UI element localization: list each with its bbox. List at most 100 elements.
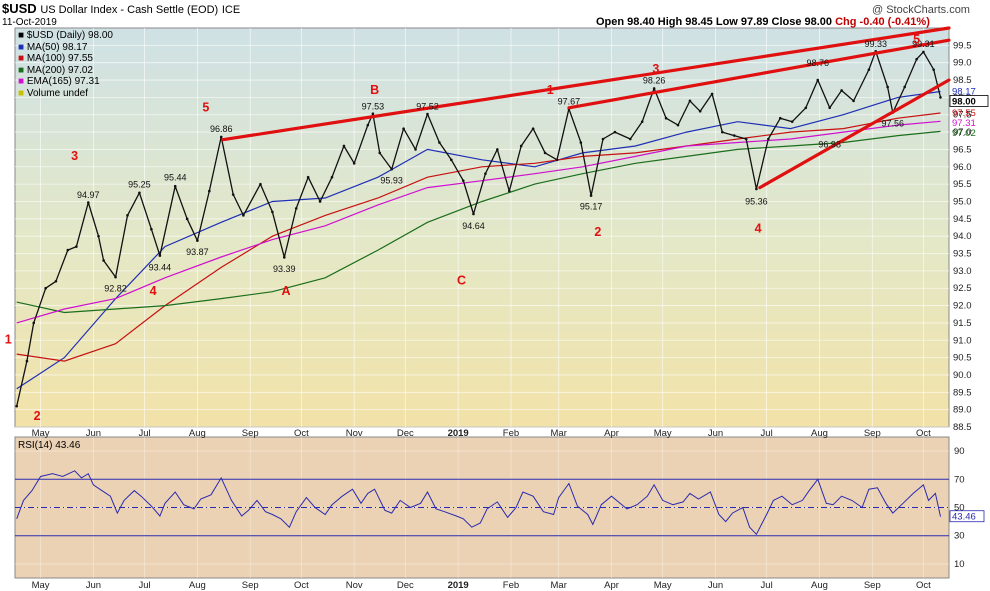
price-point bbox=[828, 106, 831, 110]
price-point bbox=[185, 217, 189, 221]
price-point bbox=[688, 99, 692, 103]
price-y-tick-label: 90.0 bbox=[953, 370, 972, 381]
trend-line bbox=[567, 38, 951, 110]
price-point bbox=[15, 404, 19, 408]
price-point bbox=[75, 245, 78, 248]
price-level-label: 95.17 bbox=[580, 202, 603, 212]
ma200-line bbox=[16, 130, 941, 314]
price-x-tick-label: May bbox=[32, 428, 50, 439]
price-point bbox=[664, 116, 668, 120]
rsi-y-tick-label: 90 bbox=[954, 446, 965, 457]
wave-count-label: 2 bbox=[594, 225, 601, 239]
price-point bbox=[922, 50, 925, 54]
legend-label: MA(100) 97.55 bbox=[26, 53, 93, 64]
price-point bbox=[767, 137, 770, 141]
price-point bbox=[484, 172, 487, 176]
legend-swatch: ■ bbox=[18, 87, 25, 99]
price-x-tick-label: Mar bbox=[551, 428, 567, 439]
price-y-tick-label: 88.5 bbox=[953, 422, 972, 433]
price-x-tick-label: Sep bbox=[242, 428, 259, 439]
legend-label: MA(200) 97.02 bbox=[26, 64, 93, 76]
wave-count-label: 1 bbox=[547, 83, 554, 97]
price-level-label: 99.33 bbox=[864, 39, 887, 49]
price-point bbox=[150, 227, 153, 231]
price-y-tick-label: 92.5 bbox=[953, 283, 972, 294]
price-x-tick-label: Jun bbox=[708, 428, 723, 439]
rsi-y-tick-label: 50 bbox=[954, 503, 965, 514]
price-x-tick-label: Jul bbox=[138, 428, 150, 439]
legend-label: Volume undef bbox=[26, 87, 88, 99]
rsi-x-tick-label: Aug bbox=[811, 580, 828, 591]
price-point bbox=[318, 200, 322, 203]
rsi-x-tick-label: Mar bbox=[551, 580, 567, 591]
price-point bbox=[915, 57, 918, 61]
price-y-tick-label: 93.0 bbox=[953, 266, 972, 277]
low-value: Low 97.89 bbox=[715, 16, 769, 28]
price-point bbox=[126, 214, 129, 217]
price-point bbox=[25, 359, 29, 363]
price-y-tick-label: 99.0 bbox=[953, 58, 972, 69]
price-point bbox=[207, 189, 211, 193]
legend-swatch: ■ bbox=[18, 53, 25, 64]
price-point bbox=[601, 137, 605, 141]
price-point bbox=[531, 127, 535, 130]
price-y-tick-label: 95.5 bbox=[953, 179, 972, 190]
price-x-tick-label: Jul bbox=[761, 428, 773, 439]
price-y-tick-label: 94.5 bbox=[953, 214, 972, 225]
price-y-tick-label: 89.0 bbox=[953, 405, 972, 416]
price-y-tick-label: 90.5 bbox=[953, 353, 972, 364]
price-point bbox=[231, 193, 235, 196]
right-value-label: 97.31 bbox=[952, 118, 976, 129]
price-point bbox=[366, 123, 370, 127]
price-x-tick-label: Aug bbox=[811, 428, 828, 439]
price-point bbox=[426, 112, 429, 116]
price-point bbox=[852, 99, 855, 103]
rsi-y-tick-label: 30 bbox=[954, 531, 965, 542]
price-x-tick-label: May bbox=[654, 428, 672, 439]
legend-item-price: ■ $USD (Daily) 98.00 bbox=[18, 30, 113, 42]
price-y-tick-label: 93.5 bbox=[953, 249, 972, 260]
price-level-label: 97.53 bbox=[362, 102, 385, 112]
price-x-tick-label: Oct bbox=[294, 428, 309, 439]
price-point bbox=[804, 106, 808, 110]
price-point bbox=[158, 254, 162, 257]
rsi-value-label: 43.46 bbox=[952, 512, 976, 523]
price-point bbox=[519, 144, 523, 148]
price-point bbox=[472, 212, 475, 216]
price-point bbox=[903, 85, 906, 89]
right-value-label: 98.17 bbox=[952, 86, 976, 97]
price-point bbox=[271, 210, 274, 214]
wave-count-label: 4 bbox=[755, 222, 762, 236]
price-y-tick-label: 95.0 bbox=[953, 196, 972, 207]
rsi-x-tick-label: Feb bbox=[503, 580, 519, 591]
price-point bbox=[102, 259, 105, 262]
trend-line bbox=[758, 78, 951, 190]
price-x-tick-label: Oct bbox=[916, 428, 931, 439]
price-y-tick-label: 98.5 bbox=[953, 75, 972, 86]
price-point bbox=[744, 137, 748, 141]
price-point bbox=[282, 256, 286, 259]
price-x-tick-label: 2019 bbox=[448, 428, 469, 439]
price-point bbox=[378, 151, 382, 155]
price-point bbox=[507, 189, 511, 193]
legend-item-ma200: ■ MA(200) 97.02 bbox=[18, 65, 113, 77]
rsi-value-box bbox=[949, 510, 985, 523]
rsi-x-tick-label: May bbox=[654, 580, 672, 591]
price-level-label: 99.31 bbox=[912, 39, 935, 49]
price-level-label: 93.44 bbox=[149, 262, 172, 272]
price-point bbox=[402, 127, 405, 130]
price-point bbox=[44, 286, 47, 290]
close-value: Close 98.00 bbox=[771, 16, 833, 28]
price-x-tick-label: Aug bbox=[189, 428, 206, 439]
right-value-label: 98.00 bbox=[952, 96, 976, 107]
wave-count-label: 3 bbox=[71, 149, 78, 163]
legend-label: EMA(165) 97.31 bbox=[26, 76, 100, 87]
price-point bbox=[138, 191, 141, 195]
wave-count-label: 4 bbox=[150, 284, 157, 298]
price-level-label: 92.82 bbox=[104, 283, 127, 293]
price-x-tick-label: Apr bbox=[604, 428, 619, 439]
legend-label: $USD (Daily) 98.00 bbox=[26, 30, 113, 41]
chart-title: $USD US Dollar Index - Cash Settle (EOD)… bbox=[2, 1, 240, 16]
price-point bbox=[676, 123, 680, 127]
